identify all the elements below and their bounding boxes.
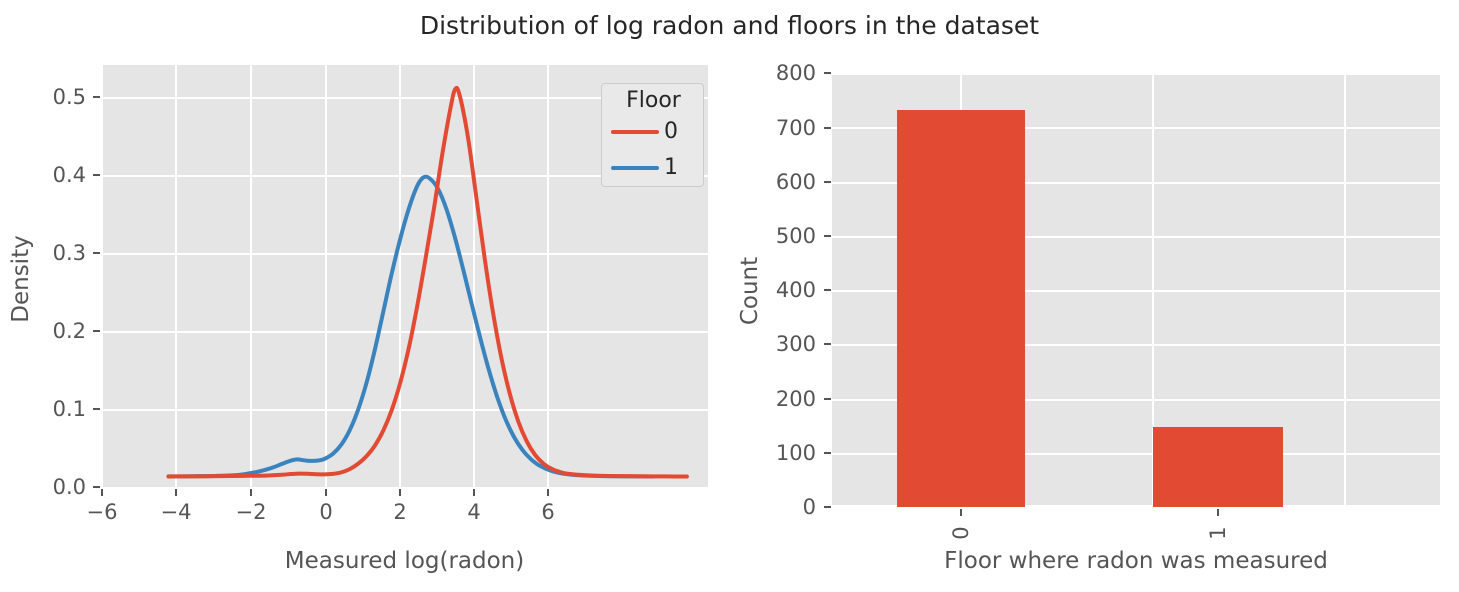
bar-ytick-mark xyxy=(824,235,831,237)
kde-ytick-mark xyxy=(93,96,100,98)
kde-xtick-mark xyxy=(250,489,252,496)
bar-gridline-y xyxy=(832,452,1440,455)
bar-yaxis-label: Count xyxy=(737,256,763,326)
bar-xtick-label-1: 1 xyxy=(1206,526,1230,540)
kde-xtick-mark xyxy=(175,489,177,496)
kde-xtick-label: −2 xyxy=(235,500,267,524)
kde-gridline-y xyxy=(101,175,708,177)
kde-curve-floor-1 xyxy=(166,174,656,479)
bar-xaxis-label: Floor where radon was measured xyxy=(944,548,1328,574)
legend-label-floor-0: 0 xyxy=(664,119,678,144)
kde-xtick-label: 4 xyxy=(467,500,481,524)
kde-gridline-y xyxy=(101,253,708,255)
bar-gridline-y xyxy=(832,181,1440,184)
kde-gridline-x xyxy=(547,65,549,487)
bar-plot-area xyxy=(832,73,1440,507)
bar-ytick-mark xyxy=(824,289,831,291)
bar-gridline-y xyxy=(832,127,1440,130)
kde-ytick-mark xyxy=(93,486,100,488)
kde-ytick-label: 0.4 xyxy=(52,163,86,187)
legend-swatch-floor-1 xyxy=(611,166,659,170)
kde-xtick-mark xyxy=(547,489,549,496)
legend-title: Floor xyxy=(626,88,681,113)
kde-curves xyxy=(166,85,689,479)
legend[interactable]: Floor 0 1 xyxy=(601,83,704,187)
kde-yaxis-label: Density xyxy=(8,235,34,323)
legend-item-floor-1[interactable]: 1 xyxy=(602,155,705,181)
bar-ytick-mark xyxy=(824,343,831,345)
legend-label-floor-1: 1 xyxy=(664,155,678,180)
kde-xtick-label: 0 xyxy=(319,500,333,524)
bar-ytick-label: 600 xyxy=(775,170,816,194)
bar-ytick-mark xyxy=(824,181,831,183)
bar-ytick-mark xyxy=(824,127,831,129)
bar-ytick-label: 400 xyxy=(775,278,816,302)
bar-ytick-label: 300 xyxy=(775,332,816,356)
kde-gridline-x xyxy=(473,65,475,487)
kde-gridline-y xyxy=(101,409,708,411)
kde-gridline-x xyxy=(175,65,177,487)
bar-gridline-x xyxy=(1344,73,1346,507)
legend-item-floor-0[interactable]: 0 xyxy=(602,119,705,145)
kde-gridline-x xyxy=(325,65,327,487)
kde-xtick-label: 2 xyxy=(393,500,407,524)
kde-ytick-mark xyxy=(93,252,100,254)
kde-ytick-mark xyxy=(93,174,100,176)
bar-ytick-label: 100 xyxy=(775,441,816,465)
kde-gridline-y xyxy=(101,331,708,333)
kde-xaxis-label: Measured log(radon) xyxy=(284,548,525,574)
bar-ytick-label: 700 xyxy=(775,116,816,140)
bar-ytick-mark xyxy=(824,398,831,400)
kde-xtick-label: −6 xyxy=(86,500,118,524)
kde-xtick-mark xyxy=(325,489,327,496)
bar-floor-0[interactable] xyxy=(897,109,1025,507)
kde-xtick-mark xyxy=(101,489,103,496)
bar-ytick-mark xyxy=(824,506,831,508)
bar-floor-1[interactable] xyxy=(1153,427,1283,507)
figure-title: Distribution of log radon and floors in … xyxy=(419,11,1040,40)
kde-gridline-x xyxy=(101,65,103,487)
bar-gridline-y xyxy=(832,398,1440,401)
kde-ytick-mark xyxy=(93,330,100,332)
bar-ytick-label: 800 xyxy=(775,61,816,85)
bar-xtick-mark xyxy=(960,509,962,516)
bar-ytick-mark xyxy=(824,452,831,454)
kde-ytick-label: 0.1 xyxy=(52,397,86,421)
bar-ytick-label: 500 xyxy=(775,224,816,248)
bar-xtick-label-0: 0 xyxy=(949,526,973,540)
bar-gridline-y xyxy=(832,73,1440,75)
kde-ytick-label: 0.3 xyxy=(52,241,86,265)
kde-ytick-label: 0.2 xyxy=(52,319,86,343)
kde-ytick-label: 0.0 xyxy=(52,475,86,499)
kde-ytick-label: 0.5 xyxy=(52,85,86,109)
kde-gridline-x xyxy=(399,65,401,487)
kde-xtick-label: 6 xyxy=(541,500,555,524)
kde-ytick-mark xyxy=(93,408,100,410)
kde-xtick-mark xyxy=(399,489,401,496)
bar-gridline-y xyxy=(832,290,1440,292)
bar-gridline-y xyxy=(832,505,1440,507)
kde-gridline-y xyxy=(101,97,708,99)
bar-ytick-label: 200 xyxy=(775,387,816,411)
kde-curve-floor-0 xyxy=(166,85,689,479)
bar-gridline-y xyxy=(832,235,1440,238)
kde-xtick-label: −4 xyxy=(160,500,192,524)
bar-ytick-mark xyxy=(824,72,831,74)
kde-gridline-x xyxy=(250,65,252,487)
bar-ytick-label: 0 xyxy=(802,495,816,519)
legend-swatch-floor-0 xyxy=(611,130,659,134)
kde-gridline-y xyxy=(101,487,708,489)
bar-gridline-x xyxy=(1152,73,1154,507)
bar-xtick-mark xyxy=(1217,509,1219,516)
bar-gridline-y xyxy=(832,344,1440,347)
kde-xtick-mark xyxy=(473,489,475,496)
